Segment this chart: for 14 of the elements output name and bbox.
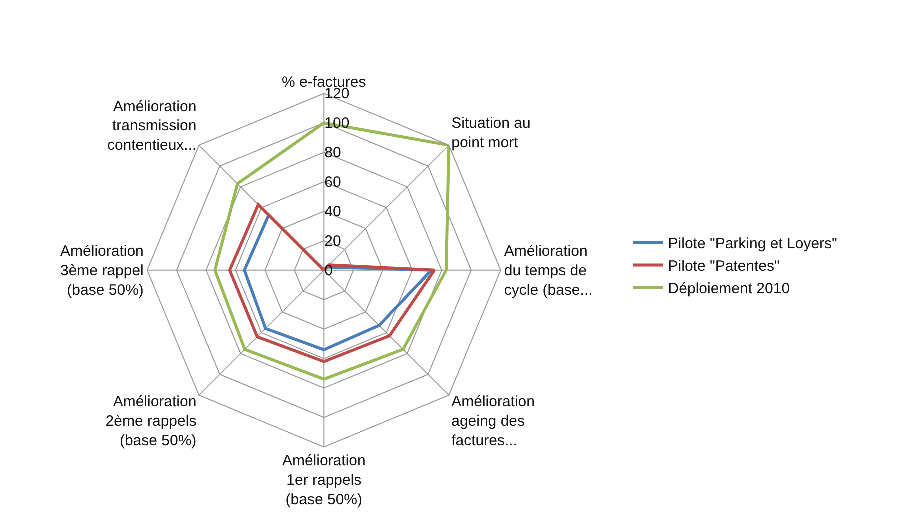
spoke-label: Amélioration ageing des factures... — [452, 393, 535, 450]
spoke-label: Amélioration 2ème rappels (base 50%) — [106, 393, 197, 450]
spoke-label: Amélioration 3ème rappel (base 50%) — [60, 243, 144, 300]
y-tick-label: 60 — [324, 174, 342, 191]
spoke-label: Amélioration du temps de cycle (base... — [504, 243, 593, 300]
y-tick-label: 20 — [324, 232, 342, 250]
y-tick-label: 40 — [324, 203, 342, 220]
spoke-label: Situation au point mort — [452, 114, 531, 152]
y-tick-label: 80 — [324, 144, 342, 162]
spoke-label: Amélioration transmission contentieux... — [107, 98, 197, 154]
spoke-label: Amélioration 1er rappels (base 50%) — [282, 452, 366, 509]
legend-label: Pilote "Patentes" — [668, 258, 780, 276]
legend-label: Pilote "Parking et Loyers" — [668, 236, 838, 253]
legend-label: Déploiement 2010 — [668, 280, 790, 298]
